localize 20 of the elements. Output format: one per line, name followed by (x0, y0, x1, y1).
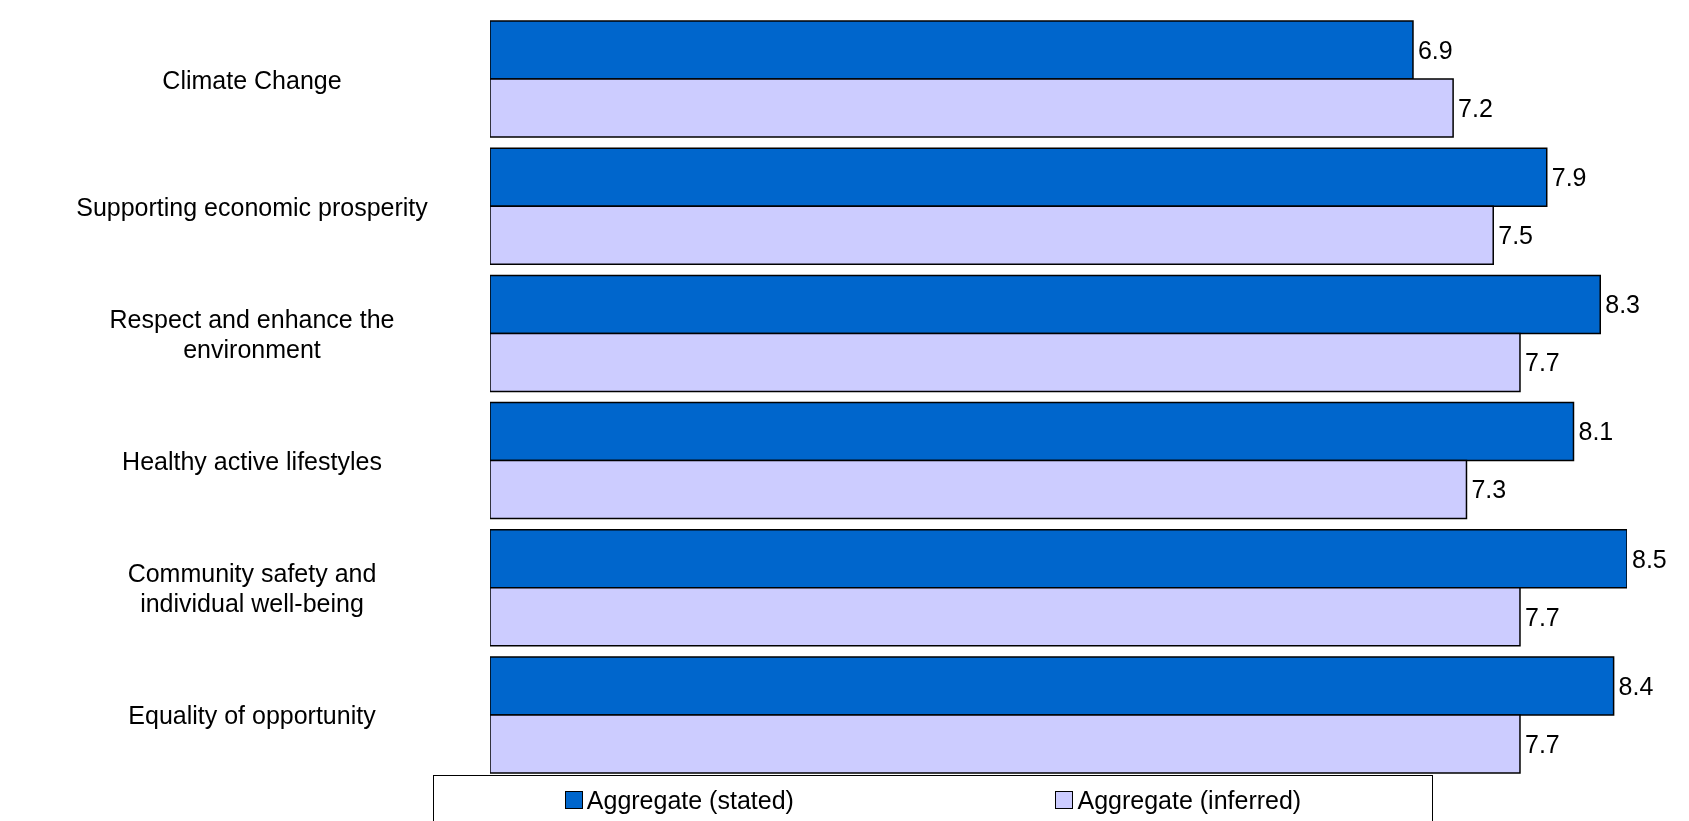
legend-label: Aggregate (stated) (585, 785, 794, 815)
data-label: 8.3 (1605, 290, 1641, 319)
data-label: 8.4 (1618, 671, 1654, 700)
data-label: 7.7 (1524, 348, 1560, 377)
y-tick-label: Equality of opportunity (128, 701, 377, 730)
data-label: 8.1 (1578, 417, 1614, 446)
y-tick-label: Respect and enhance the environment (109, 304, 395, 363)
data-label: 6.9 (1417, 35, 1453, 64)
data-label: 7.2 (1458, 93, 1493, 122)
data-label: 7.3 (1471, 475, 1507, 504)
legend-label: Aggregate (inferred) (1076, 785, 1302, 815)
y-tick-label: Climate Change (162, 65, 342, 94)
data-label: 7.7 (1524, 602, 1560, 631)
data-label: 7.5 (1498, 221, 1533, 250)
data-label: 7.7 (1524, 729, 1560, 758)
y-tick-label: Community safety and individual well-being (127, 559, 377, 618)
y-tick-label: Supporting economic prosperity (76, 192, 429, 221)
data-label: 7.9 (1551, 163, 1587, 192)
y-tick-label: Healthy active lifestyles (122, 447, 382, 476)
data-label: 8.5 (1632, 544, 1667, 573)
